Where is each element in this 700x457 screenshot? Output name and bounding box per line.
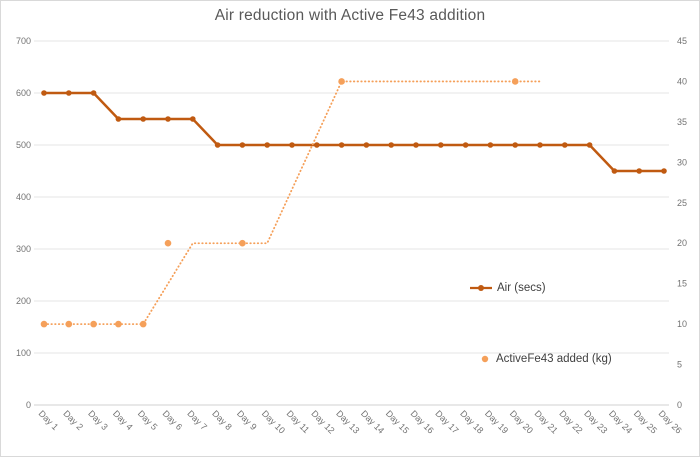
x-axis-label: Day 12 bbox=[309, 408, 336, 435]
air-series-marker bbox=[140, 116, 146, 122]
x-axis-label: Day 16 bbox=[409, 408, 436, 435]
legend-item-activefe43: ActiveFe43 added (kg) bbox=[478, 353, 612, 365]
x-axis-label: Day 26 bbox=[657, 408, 684, 435]
x-axis-label: Day 18 bbox=[458, 408, 485, 435]
air-series-legend-icon bbox=[470, 285, 492, 291]
air-series-marker bbox=[90, 90, 97, 96]
y-axis-label-left: 200 bbox=[16, 296, 31, 306]
air-series-marker bbox=[363, 142, 370, 148]
x-axis-label: Day 2 bbox=[61, 408, 85, 432]
activefe43-series-marker bbox=[239, 239, 246, 247]
air-series-marker bbox=[586, 142, 593, 148]
activefe43-series-marker bbox=[139, 320, 147, 328]
y-axis-label-right: 40 bbox=[677, 76, 687, 86]
air-series-marker bbox=[611, 168, 618, 174]
air-series-marker bbox=[438, 142, 444, 148]
x-axis-label: Day 9 bbox=[235, 408, 259, 432]
x-axis-label: Day 5 bbox=[136, 408, 160, 432]
x-axis-label: Day 11 bbox=[285, 408, 312, 435]
x-axis-label: Day 10 bbox=[260, 408, 287, 435]
activefe43-series-marker bbox=[40, 320, 48, 328]
air-series-marker bbox=[661, 168, 667, 174]
y-axis-label-left: 0 bbox=[26, 400, 31, 410]
activefe43-series-line bbox=[43, 80, 541, 326]
air-series-marker bbox=[487, 142, 494, 148]
air-series-marker bbox=[462, 142, 469, 148]
y-axis-label-right: 5 bbox=[677, 360, 682, 370]
x-axis-label: Day 21 bbox=[533, 408, 560, 435]
y-axis-label-right: 20 bbox=[677, 238, 687, 248]
y-axis-label-left: 500 bbox=[16, 140, 31, 150]
x-axis-label: Day 13 bbox=[334, 408, 361, 435]
air-series-marker bbox=[562, 142, 568, 148]
air-series-marker bbox=[190, 116, 196, 122]
y-axis-label-left: 300 bbox=[16, 244, 31, 254]
activefe43-series-marker bbox=[338, 78, 345, 85]
legend-label-activefe43: ActiveFe43 added (kg) bbox=[496, 353, 612, 365]
y-axis-label-right: 15 bbox=[677, 279, 687, 289]
y-axis-label-right: 25 bbox=[677, 198, 687, 208]
activefe43-series-legend-icon bbox=[481, 355, 489, 363]
activefe43-series-marker bbox=[164, 239, 172, 247]
air-series-marker bbox=[512, 142, 518, 148]
air-series-marker bbox=[289, 142, 295, 148]
air-series-line bbox=[44, 91, 664, 173]
y-axis-label-left: 400 bbox=[16, 192, 31, 202]
air-series-marker bbox=[413, 142, 419, 148]
x-axis-label: Day 19 bbox=[483, 408, 510, 435]
y-axis-label-left: 600 bbox=[16, 88, 31, 98]
air-series-marker bbox=[214, 142, 221, 148]
x-axis-label: Day 7 bbox=[185, 408, 209, 432]
activefe43-series-marker bbox=[511, 78, 519, 85]
air-series-marker bbox=[636, 168, 642, 174]
x-axis-label: Day 24 bbox=[607, 408, 634, 435]
air-series-marker bbox=[338, 142, 345, 148]
x-axis-label: Day 6 bbox=[161, 408, 185, 432]
x-axis-label: Day 23 bbox=[582, 408, 609, 435]
legend-item-air: Air (secs) bbox=[469, 282, 546, 294]
air-series-marker bbox=[41, 90, 47, 96]
air-series-marker bbox=[314, 142, 320, 148]
x-axis-label: Day 8 bbox=[210, 408, 234, 432]
air-series-marker bbox=[239, 142, 246, 148]
chart-title: Air reduction with Active Fe43 addition bbox=[214, 7, 486, 24]
x-axis-label: Day 22 bbox=[557, 408, 584, 435]
y-axis-label-right: 10 bbox=[677, 319, 687, 329]
air-series-marker bbox=[165, 116, 171, 122]
x-axis-label: Day 25 bbox=[632, 408, 659, 435]
y-axis-label-left: 100 bbox=[16, 348, 31, 358]
x-axis-label: Day 4 bbox=[111, 408, 135, 432]
air-series-marker bbox=[115, 116, 122, 122]
legend-label-air: Air (secs) bbox=[497, 282, 546, 294]
activefe43-series-marker bbox=[115, 320, 122, 328]
y-axis-label-right: 35 bbox=[677, 117, 687, 127]
x-axis-label: Day 15 bbox=[384, 408, 411, 435]
air-series-marker bbox=[388, 142, 395, 148]
air-series-marker bbox=[66, 90, 72, 96]
y-axis-label-right: 45 bbox=[677, 36, 687, 46]
air-series-marker bbox=[264, 142, 271, 148]
activefe43-series-marker bbox=[90, 320, 97, 328]
y-axis-label-left: 700 bbox=[16, 36, 31, 46]
x-axis-label: Day 14 bbox=[359, 408, 386, 435]
y-axis-label-right: 30 bbox=[677, 157, 687, 167]
y-axis-label-right: 0 bbox=[677, 400, 682, 410]
x-axis-label: Day 1 bbox=[37, 408, 61, 432]
x-axis-label: Day 17 bbox=[433, 408, 460, 435]
x-axis-label: Day 20 bbox=[508, 408, 535, 435]
air-series-marker bbox=[537, 142, 543, 148]
x-axis-label: Day 3 bbox=[86, 408, 110, 432]
activefe43-series-marker bbox=[65, 320, 73, 328]
